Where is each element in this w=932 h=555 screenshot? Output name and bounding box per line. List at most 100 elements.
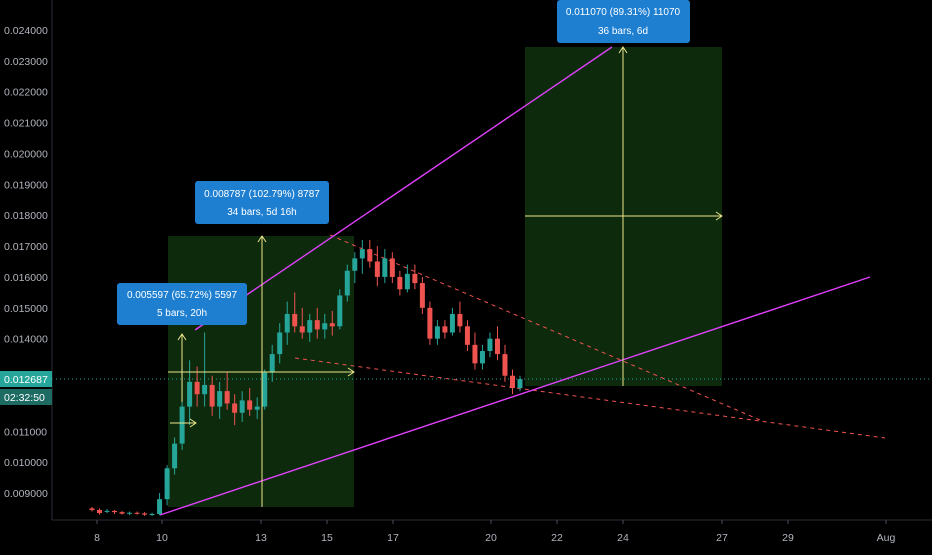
descending-support-dashed[interactable] (294, 357, 886, 439)
upper-trendline[interactable] (194, 46, 613, 331)
price-tick-label: 0.024000 (4, 25, 48, 37)
measure-1-arrow-up (177, 333, 187, 341)
annotation-1-line2: 5 bars, 20h (157, 308, 207, 319)
candle-down (464, 326, 470, 345)
candle-up (149, 513, 155, 515)
candle-up (127, 512, 133, 514)
time-tick-label: 13 (255, 532, 267, 544)
annotation-1[interactable]: 0.005597 (65.72%) 5597 5 bars, 20h (117, 283, 247, 325)
time-tick-label: Aug (877, 532, 896, 544)
candle-down (389, 258, 395, 277)
countdown-value: 02:32:50 (4, 392, 45, 404)
candle-up (217, 391, 223, 407)
candle-down (412, 273, 418, 284)
candle-down (299, 326, 305, 333)
candle-down (472, 344, 478, 364)
candle-up (262, 372, 268, 407)
price-axis[interactable]: 0.024000 0.023000 0.022000 0.021000 0.020000… (4, 0, 53, 520)
price-tick-label: 0.016000 (4, 272, 48, 284)
candle-up (352, 258, 358, 271)
dashed-trendlines (0, 234, 932, 439)
candle-down (134, 512, 140, 514)
candle-up (172, 443, 178, 469)
price-tick-label: 0.009000 (4, 488, 48, 500)
price-tick-label: 0.020000 (4, 148, 48, 160)
candle-down (112, 510, 118, 513)
time-tick-label: 27 (716, 532, 728, 544)
candle-down (232, 403, 238, 413)
annotation-2-line1: 0.008787 (102.79%) 8787 (204, 189, 320, 200)
candle-up (307, 320, 313, 333)
candle-up (344, 270, 350, 296)
candle-down (224, 391, 230, 404)
candle-up (517, 379, 523, 389)
candle-up (187, 381, 193, 407)
time-tick-label: 24 (617, 532, 629, 544)
candle-up (239, 400, 245, 413)
candle-down (119, 512, 125, 514)
descending-resistance-dashed[interactable] (329, 234, 761, 421)
current-price-value: 0.012687 (4, 374, 48, 386)
time-tick-label: 8 (94, 532, 100, 544)
price-tick-label: 0.015000 (4, 303, 48, 315)
annotation-3-line2: 36 bars, 6d (598, 26, 648, 37)
candle-up (284, 313, 290, 333)
time-axis[interactable]: 8 10 13 15 17 20 22 24 27 29 Aug (52, 519, 932, 544)
measure-2-arrow-up (257, 235, 267, 243)
price-tick-label: 0.010000 (4, 457, 48, 469)
annotation-3-line1: 0.011070 (89.31%) 11070 (566, 7, 681, 18)
candle-up (449, 313, 455, 333)
candle-down (142, 513, 148, 515)
trendlines (159, 46, 871, 516)
lower-trendline[interactable] (159, 276, 871, 516)
candle-up (479, 351, 485, 364)
annotation-labels: 0.005597 (65.72%) 5597 5 bars, 20h 0.008… (117, 0, 690, 325)
time-tick-label: 22 (551, 532, 563, 544)
price-tick-label: 0.014000 (4, 334, 48, 346)
price-tick-label: 0.018000 (4, 210, 48, 222)
candle-up (382, 258, 388, 277)
time-tick-label: 29 (782, 532, 794, 544)
candle-down (97, 509, 103, 514)
candle-up (359, 249, 365, 259)
price-tick-label: 0.021000 (4, 118, 48, 130)
candle-up (254, 406, 260, 410)
candle-down (442, 326, 448, 333)
candle-down (292, 313, 298, 327)
candle-down (89, 508, 95, 510)
current-price-tag: 0.012687 02:32:50 (0, 371, 52, 405)
time-tick-label: 17 (387, 532, 399, 544)
candle-down (314, 320, 320, 330)
candle-down (427, 307, 433, 339)
candle-down (419, 283, 425, 308)
candles (89, 239, 523, 516)
measure-1-arrow (189, 418, 197, 428)
time-tick-label: 20 (485, 532, 497, 544)
candle-up (277, 332, 283, 355)
candle-up (487, 338, 493, 352)
measure-tools (168, 46, 723, 507)
candle-up (164, 468, 170, 500)
candle-down (209, 384, 215, 407)
candle-up (434, 326, 440, 339)
annotation-2[interactable]: 0.008787 (102.79%) 8787 34 bars, 5d 16h (195, 181, 329, 224)
candle-down (194, 381, 200, 395)
candle-down (367, 249, 373, 262)
candle-down (457, 313, 463, 327)
annotation-1-line1: 0.005597 (65.72%) 5597 (127, 290, 238, 301)
measure-3-arrow-up (618, 46, 628, 54)
price-tick-label: 0.011000 (4, 426, 47, 438)
candle-up (157, 499, 163, 514)
candle-up (104, 510, 110, 512)
candle-down (397, 276, 403, 290)
time-tick-label: 10 (156, 532, 168, 544)
annotation-3[interactable]: 0.011070 (89.31%) 11070 36 bars, 6d (557, 0, 690, 43)
candle-up (269, 354, 275, 373)
candle-down (247, 400, 253, 410)
candle-up (322, 323, 328, 330)
time-tick-label: 15 (321, 532, 333, 544)
candle-down (502, 354, 508, 376)
